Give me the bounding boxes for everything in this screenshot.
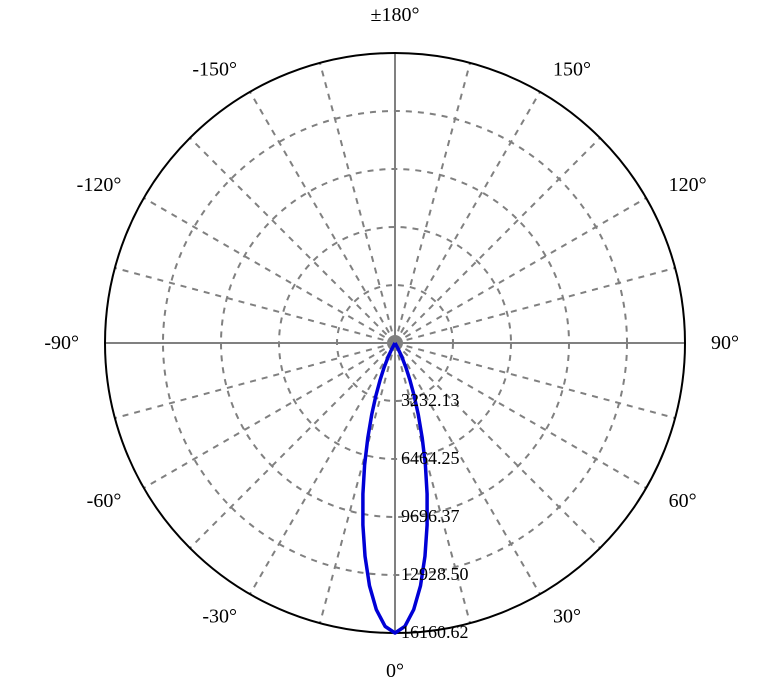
radial-label: 16160.62 [401, 622, 469, 642]
angle-label: 30° [553, 606, 581, 628]
angle-label: 60° [669, 490, 697, 512]
angle-label: 0° [386, 660, 404, 682]
radial-label: 3232.13 [401, 390, 460, 410]
angle-label: -30° [202, 606, 237, 628]
radial-label: 6464.25 [401, 448, 460, 468]
angle-label: -150° [192, 58, 237, 80]
radial-label: 9696.37 [401, 506, 460, 526]
polar-chart: 3232.13 6464.25 9696.37 12928.50 16160.62 0° 3… [0, 0, 760, 700]
angle-label: 150° [553, 58, 591, 80]
angle-label: 90° [711, 332, 739, 354]
angle-label: 120° [669, 174, 707, 196]
angle-label: -120° [77, 174, 122, 196]
angle-label: -60° [87, 490, 122, 512]
angle-label: ±180° [371, 4, 420, 26]
radial-label: 12928.50 [401, 564, 469, 584]
angle-label: -90° [44, 332, 79, 354]
